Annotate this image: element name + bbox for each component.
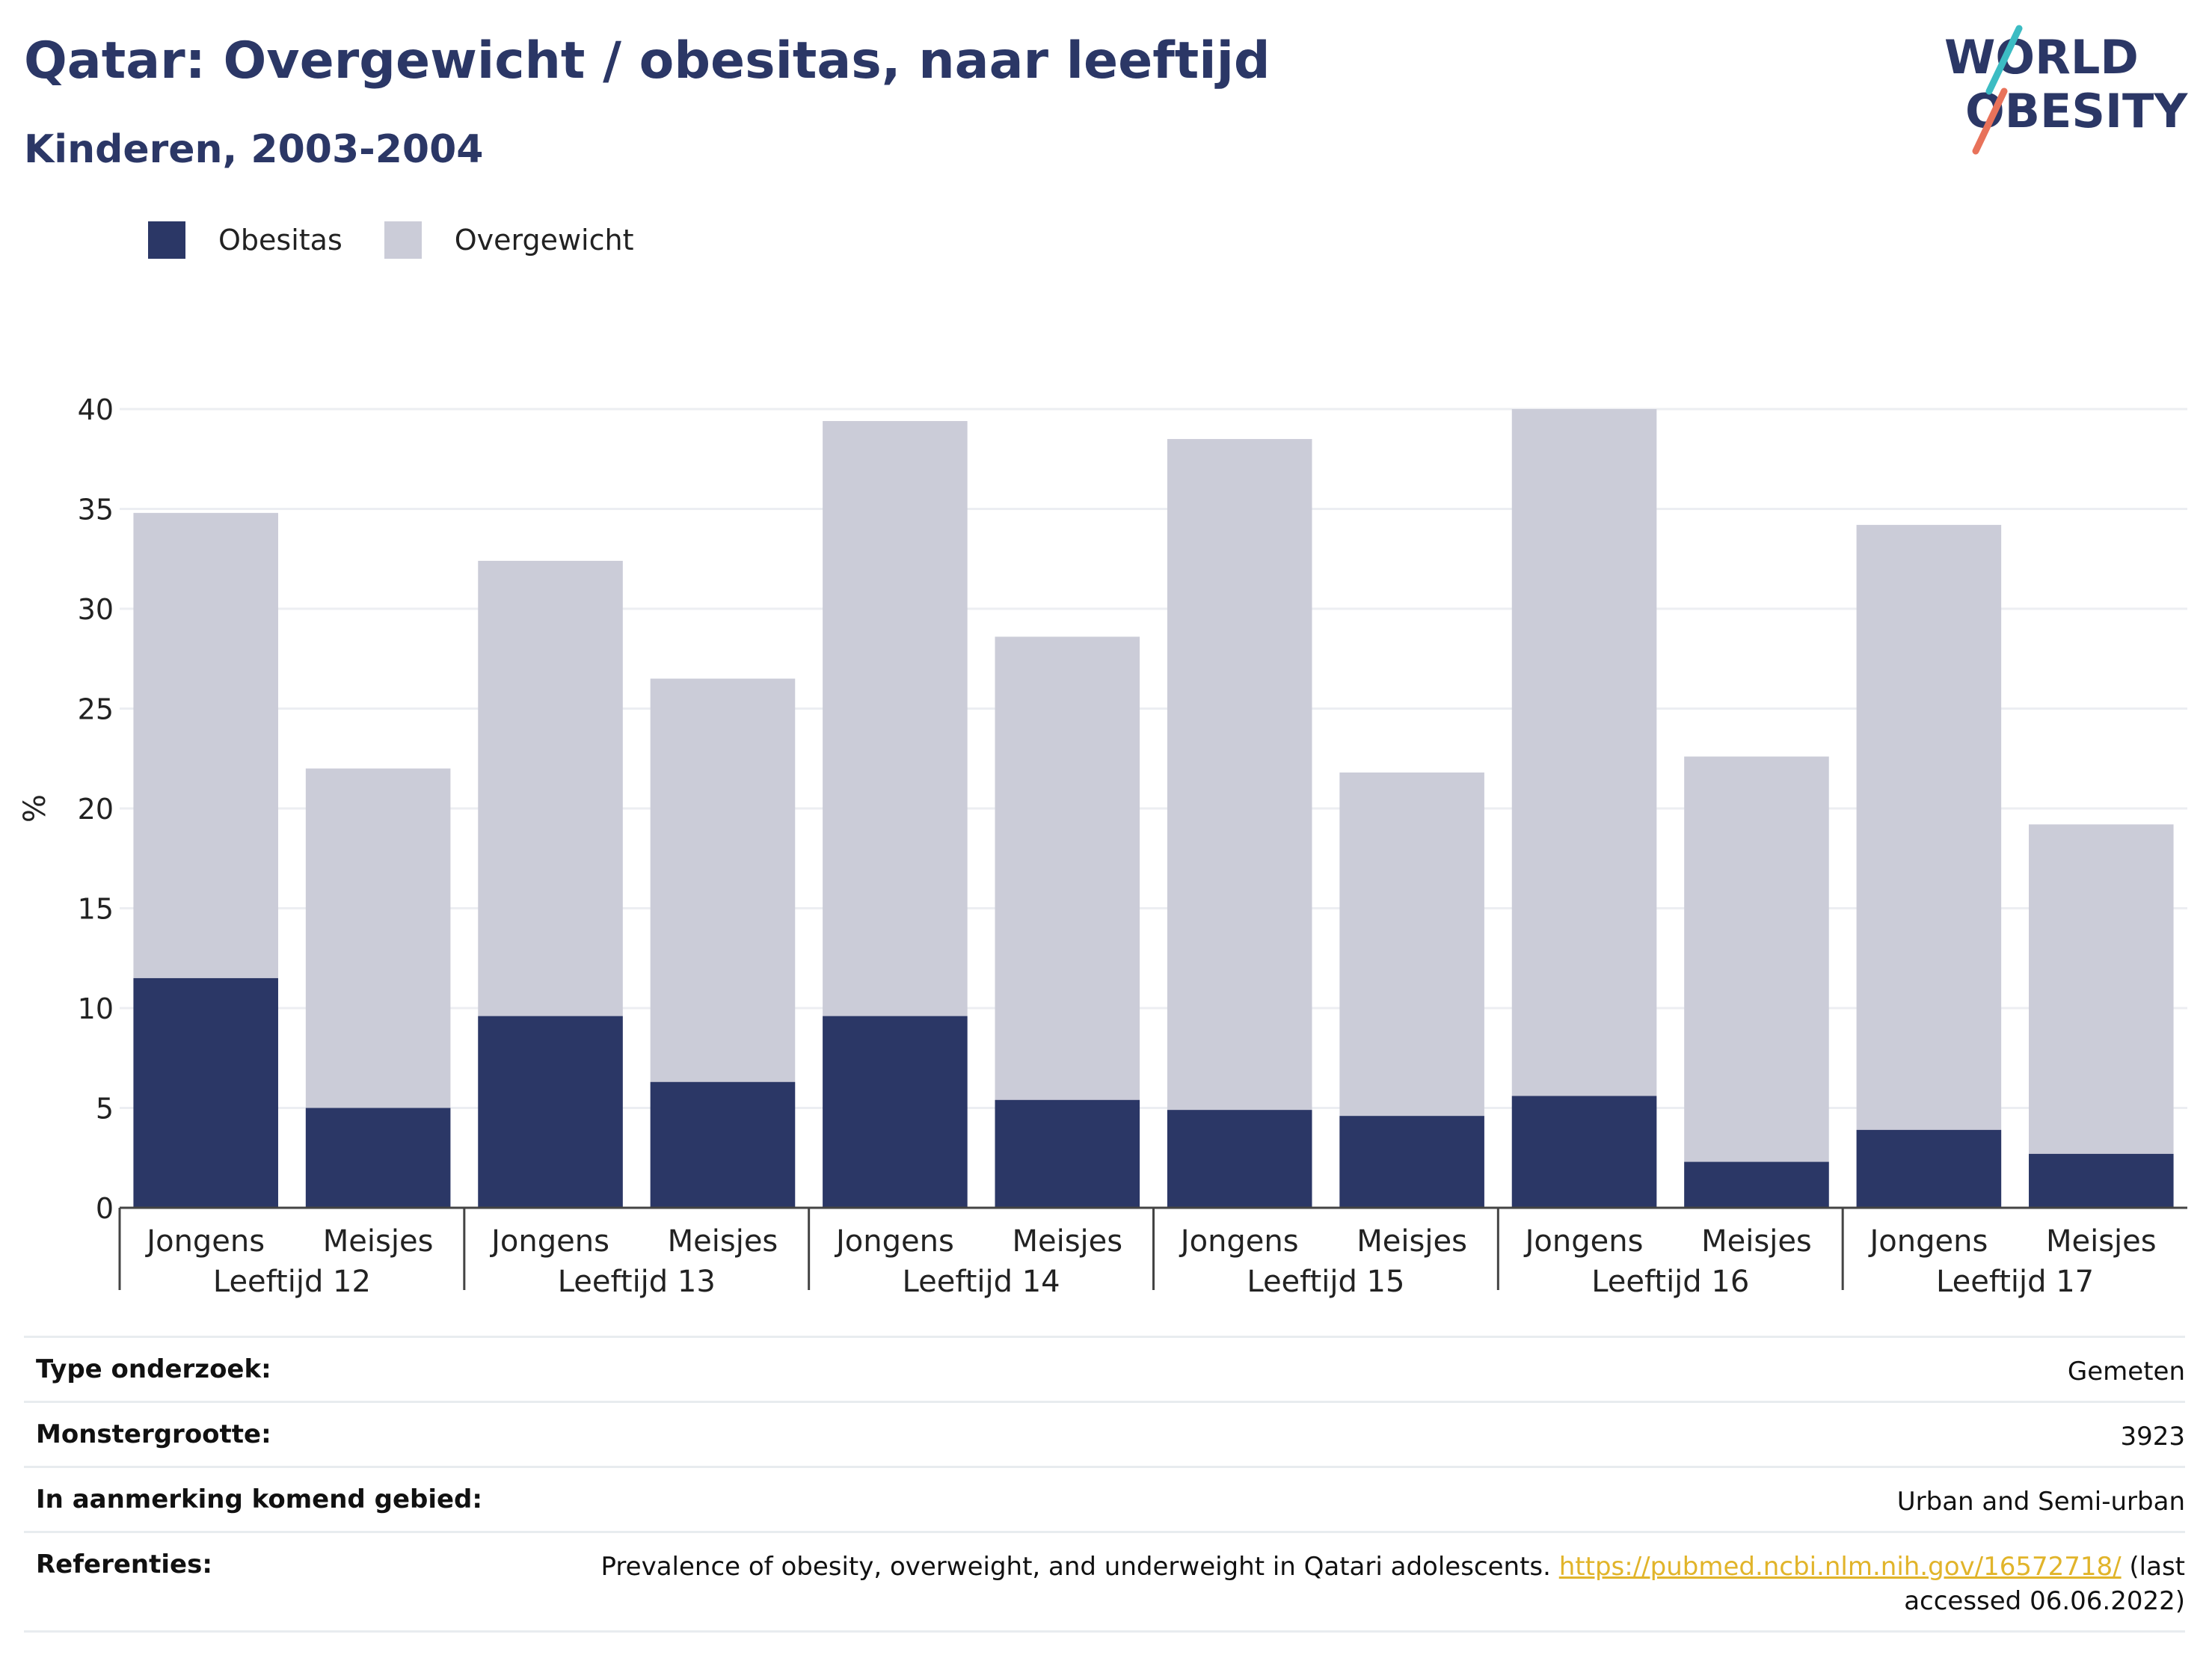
legend-label-overgewicht: Overgewicht: [454, 224, 634, 257]
y-tick-label: 15: [78, 893, 114, 926]
bar-obesitas: [133, 977, 278, 1208]
x-tick-label: Meisjes: [1701, 1224, 1812, 1259]
legend-item-obesitas[interactable]: Obesitas: [148, 221, 342, 259]
y-tick-label: 30: [78, 593, 114, 626]
y-tick-label: 10: [78, 992, 114, 1025]
group-label: Leeftijd 14: [903, 1265, 1060, 1299]
legend-swatch-overgewicht: [384, 221, 422, 259]
y-tick-label: 0: [96, 1192, 114, 1225]
x-tick-label: Meisjes: [668, 1224, 778, 1259]
bar-obesitas: [995, 1099, 1140, 1208]
bar-obesitas: [1856, 1129, 2002, 1208]
x-tick-label: Meisjes: [1012, 1224, 1122, 1259]
x-tick-label: Jongens: [1523, 1224, 1644, 1259]
logo-line-1: WORLD: [1944, 30, 2139, 85]
info-label: Monstergrootte:: [36, 1419, 271, 1449]
y-tick-label: 35: [78, 494, 114, 526]
y-tick-label: 20: [78, 793, 114, 826]
x-tick-label: Jongens: [1179, 1224, 1299, 1259]
info-table: Type onderzoek: Gemeten Monstergrootte: …: [24, 1336, 2185, 1633]
info-label: In aanmerking komend gebied:: [36, 1484, 482, 1514]
y-tick-label: 25: [78, 693, 114, 726]
bar-overgewicht: [1856, 524, 2002, 1208]
y-tick-label: 5: [96, 1093, 114, 1126]
legend-item-overgewicht[interactable]: Overgewicht: [384, 221, 634, 259]
bar-obesitas: [478, 1016, 623, 1208]
reference-text: Prevalence of obesity, overweight, and u…: [600, 1552, 1559, 1582]
bar-obesitas: [650, 1081, 796, 1208]
info-value-reference: Prevalence of obesity, overweight, and u…: [540, 1550, 2185, 1618]
info-row-type: Type onderzoek: Gemeten: [24, 1336, 2185, 1401]
info-value: Gemeten: [2067, 1357, 2185, 1387]
x-tick-label: Jongens: [834, 1224, 954, 1259]
group-label: Leeftijd 17: [1936, 1265, 2094, 1299]
bar-overgewicht: [1167, 439, 1312, 1208]
info-label: Referenties:: [36, 1550, 212, 1579]
x-tick-label: Jongens: [144, 1224, 265, 1259]
reference-link[interactable]: https://pubmed.ncbi.nlm.nih.gov/16572718…: [1558, 1552, 2122, 1582]
group-label: Leeftijd 13: [558, 1265, 716, 1299]
info-value: Urban and Semi-urban: [1896, 1487, 2185, 1517]
info-row-area: In aanmerking komend gebied: Urban and S…: [24, 1466, 2185, 1531]
page-subtitle: Kinderen, 2003-2004: [24, 127, 484, 172]
bar-obesitas: [1167, 1110, 1312, 1208]
reference-suffix: (last accessed 06.06.2022): [1904, 1552, 2185, 1616]
y-axis-title: %: [18, 794, 52, 823]
group-label: Leeftijd 15: [1247, 1265, 1404, 1299]
info-value: 3923: [2120, 1422, 2185, 1452]
bar-overgewicht: [2029, 824, 2174, 1208]
legend-label-obesitas: Obesitas: [218, 224, 342, 257]
page-title: Qatar: Overgewicht / obesitas, naar leef…: [24, 31, 1271, 90]
bar-overgewicht: [1684, 756, 1829, 1208]
x-tick-label: Jongens: [489, 1224, 609, 1259]
x-tick-label: Jongens: [1867, 1224, 1988, 1259]
legend-swatch-obesitas: [148, 221, 185, 259]
chart-legend: Obesitas Overgewicht: [148, 221, 676, 259]
bar-obesitas: [1684, 1161, 1829, 1208]
world-obesity-logo: WORLD OBESITY: [1944, 25, 2188, 155]
x-tick-label: Meisjes: [2046, 1224, 2157, 1259]
bar-obesitas: [823, 1016, 968, 1208]
bar-chart: 0 5 10 15 20 25 30 35 40% Jongens Meisjes Jongens Me…: [18, 393, 2187, 1299]
x-tick-label: Meisjes: [1357, 1224, 1467, 1259]
info-row-sample-size: Monstergrootte: 3923: [24, 1401, 2185, 1466]
x-tick-label: Meisjes: [323, 1224, 434, 1259]
y-tick-label: 40: [78, 393, 114, 426]
bar-obesitas: [1339, 1116, 1484, 1208]
bar-obesitas: [2029, 1153, 2174, 1208]
group-label: Leeftijd 12: [213, 1265, 371, 1299]
bar-obesitas: [1511, 1096, 1657, 1208]
info-label: Type onderzoek:: [36, 1354, 271, 1384]
group-label: Leeftijd 16: [1591, 1265, 1749, 1299]
bar-obesitas: [305, 1108, 451, 1208]
bar-overgewicht: [1511, 409, 1657, 1208]
info-row-references: Referenties: Prevalence of obesity, over…: [24, 1531, 2185, 1633]
